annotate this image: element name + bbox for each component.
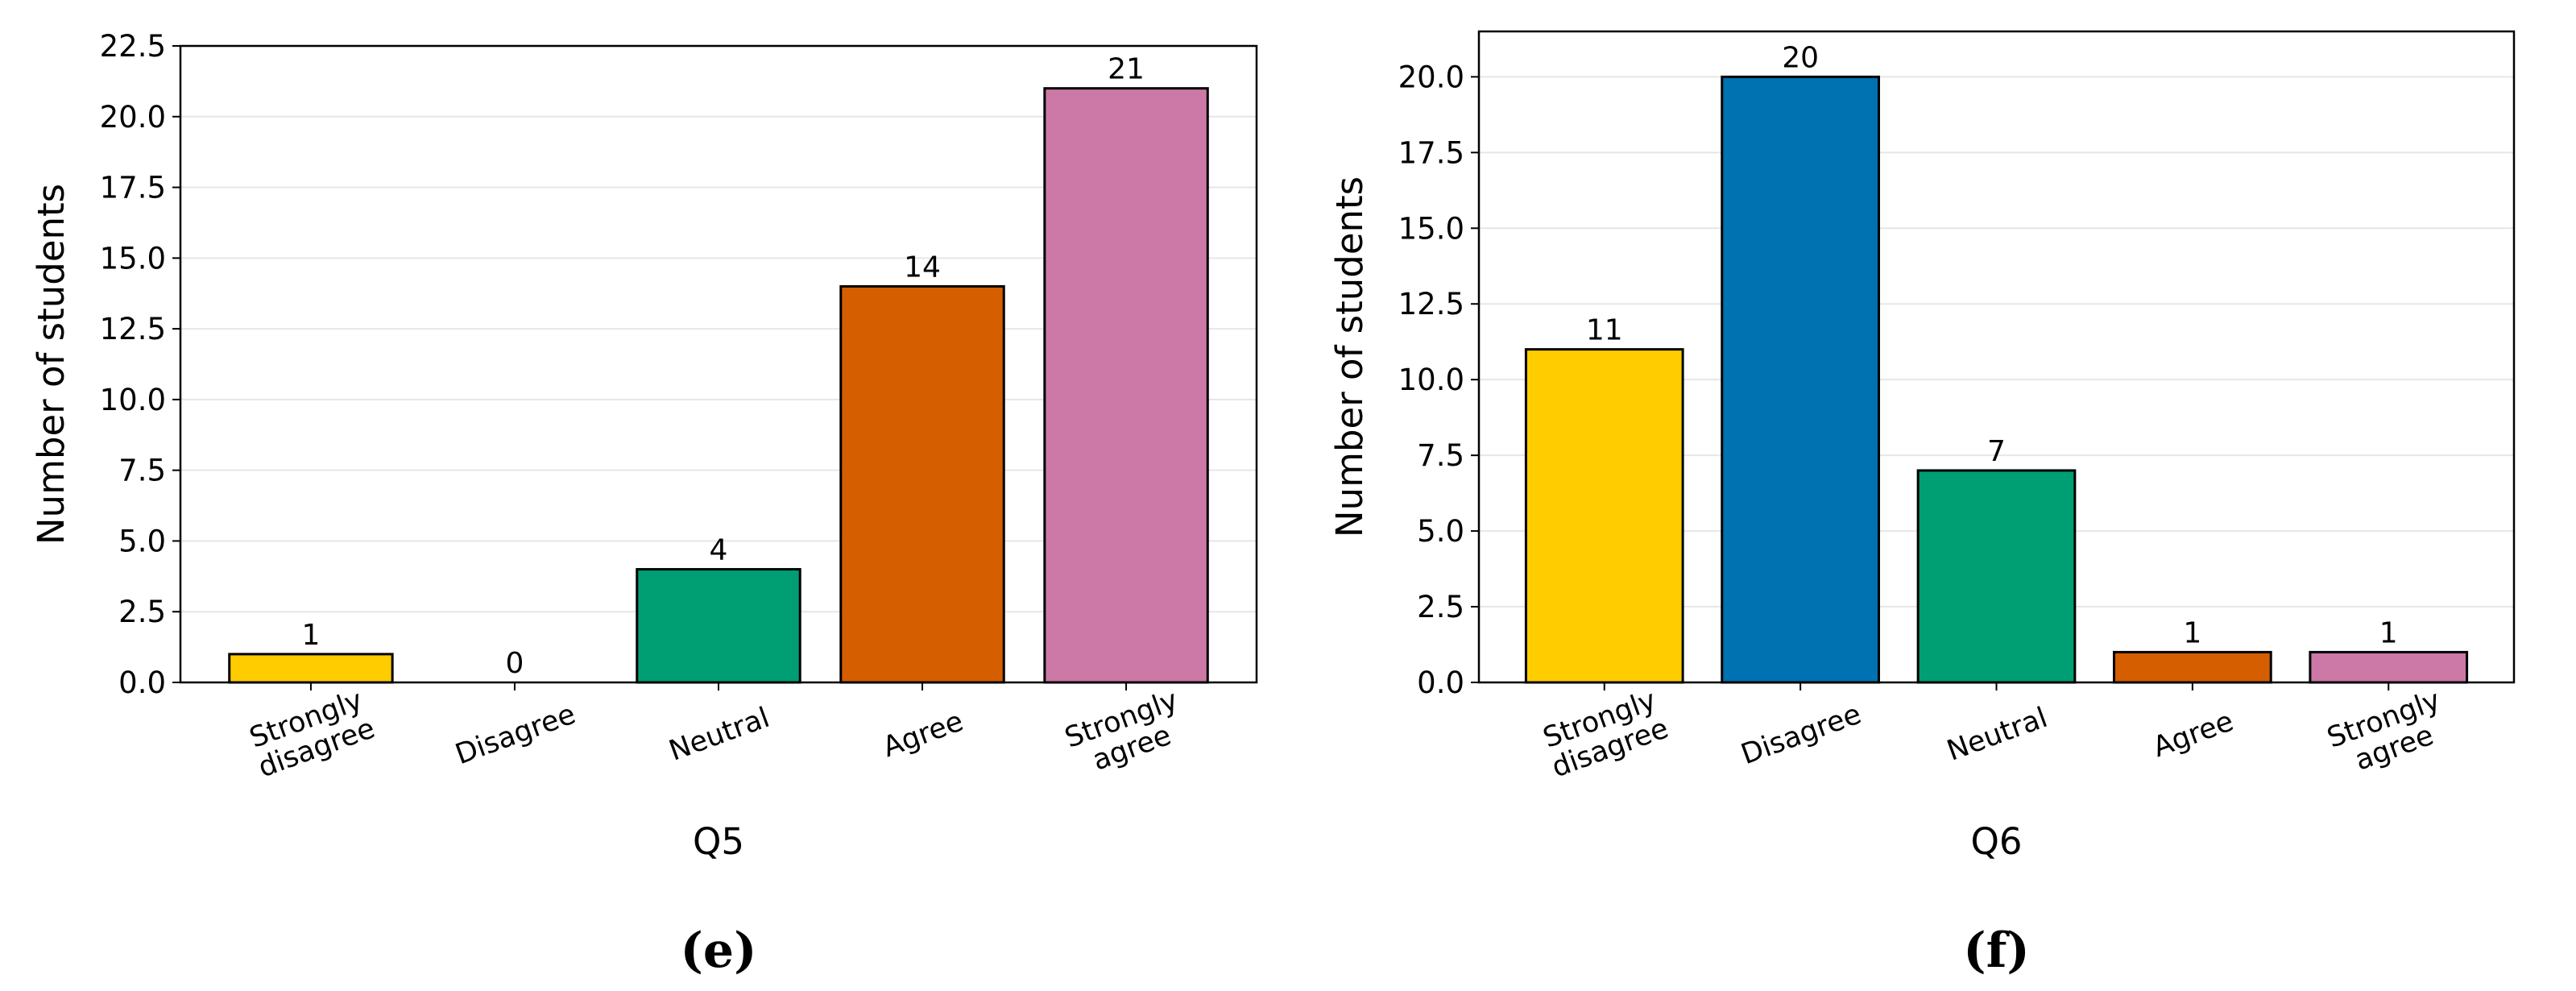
value-label: 21 bbox=[1108, 53, 1145, 86]
y-tick-label: 17.5 bbox=[100, 171, 166, 205]
x-tick-label: Neutral bbox=[665, 702, 773, 768]
y-tick-label: 7.5 bbox=[1417, 438, 1464, 473]
x-tick-label: Stronglydisagree bbox=[244, 683, 379, 784]
y-tick-label: 20.0 bbox=[1398, 60, 1464, 94]
y-tick-label: 7.5 bbox=[118, 454, 166, 488]
bar bbox=[2309, 650, 2469, 684]
value-label: 14 bbox=[904, 251, 941, 284]
value-label: 4 bbox=[710, 534, 728, 567]
value-label: 0 bbox=[506, 647, 524, 680]
y-tick-label: 10.0 bbox=[100, 383, 166, 417]
y-tick-label: 12.5 bbox=[1398, 287, 1464, 321]
caption: (f) bbox=[1963, 923, 2030, 979]
y-tick-label: 2.5 bbox=[1417, 590, 1464, 624]
bar bbox=[636, 568, 801, 684]
y-tick-label: 12.5 bbox=[100, 312, 166, 346]
y-tick-label: 17.5 bbox=[1398, 135, 1464, 170]
y-axis-label: Number of students bbox=[1328, 176, 1371, 537]
value-label: 1 bbox=[2183, 616, 2201, 649]
x-tick-label: Disagree bbox=[1737, 698, 1866, 771]
plot-frame bbox=[179, 44, 1258, 684]
x-tick-label: Agree bbox=[879, 705, 967, 764]
bar bbox=[1043, 87, 1209, 684]
x-axis-label: Q6 bbox=[1970, 820, 2022, 863]
bar bbox=[1721, 75, 1880, 684]
caption: (e) bbox=[681, 923, 757, 979]
value-label: 11 bbox=[1586, 314, 1623, 347]
bar bbox=[1524, 348, 1684, 684]
y-tick-label: 10.0 bbox=[1398, 363, 1464, 397]
x-tick-label: Stronglyagree bbox=[2323, 684, 2455, 783]
bar bbox=[228, 653, 394, 684]
y-tick-label: 22.5 bbox=[100, 29, 166, 64]
bar bbox=[1916, 469, 2077, 684]
chart-panel: 0.02.55.07.510.012.515.017.520.011Strong… bbox=[1328, 30, 2516, 979]
y-tick-label: 2.5 bbox=[118, 595, 166, 629]
chart-panel: 0.0 2.5 5.0 7.5 10.0 12.5 15.0 17.5 20.0 22.5 1 Str… bbox=[30, 29, 1258, 979]
y-tick-label: 15.0 bbox=[1398, 211, 1464, 246]
plot-frame bbox=[1477, 30, 2516, 684]
value-label: 20 bbox=[1782, 41, 1819, 74]
y-tick-label: 5.0 bbox=[1417, 514, 1464, 549]
y-tick-label: 0.0 bbox=[118, 666, 166, 700]
value-label: 7 bbox=[1987, 435, 2006, 468]
x-tick-label: Stronglydisagree bbox=[1537, 683, 1672, 784]
x-tick-label: Agree bbox=[2149, 705, 2238, 764]
x-tick-label: Disagree bbox=[451, 698, 580, 771]
y-tick-label: 20.0 bbox=[100, 100, 166, 135]
y-axis-label: Number of students bbox=[30, 184, 72, 545]
x-axis-label: Q5 bbox=[693, 820, 744, 863]
y-tick-label: 5.0 bbox=[118, 524, 166, 558]
bar bbox=[2113, 650, 2272, 684]
value-label: 1 bbox=[301, 619, 320, 652]
x-tick-label: Stronglyagree bbox=[1061, 684, 1193, 783]
x-tick-label: Neutral bbox=[1943, 702, 2052, 768]
value-label: 1 bbox=[2379, 616, 2398, 649]
bar bbox=[839, 284, 1005, 684]
y-tick-label: 15.0 bbox=[100, 241, 166, 276]
y-tick-label: 0.0 bbox=[1417, 666, 1464, 700]
